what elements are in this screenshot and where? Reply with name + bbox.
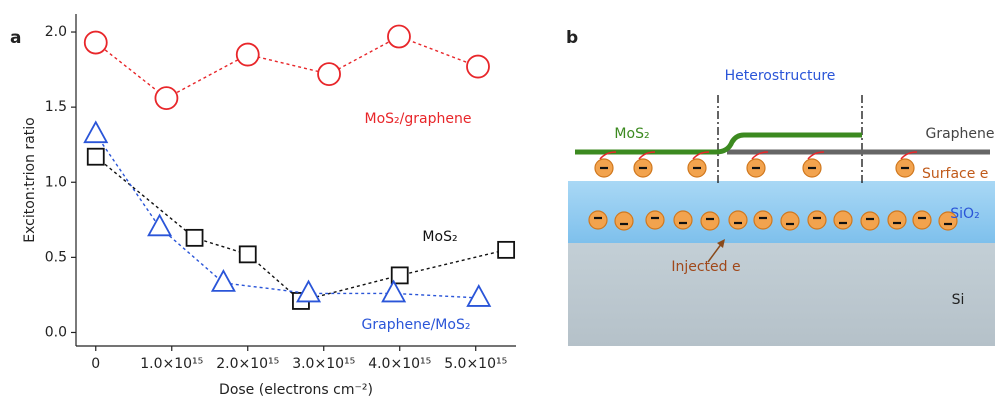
label: Heterostructure: [725, 68, 836, 84]
marker: [187, 230, 203, 246]
diagram: Heterostructure MoS₂ Graphene Surface e …: [568, 68, 995, 346]
x-tick-label: 5.0×10¹⁵: [444, 356, 507, 372]
marker: [85, 122, 107, 142]
x-tick-label: 4.0×10¹⁵: [368, 356, 431, 372]
marker: [498, 242, 514, 258]
electron: [888, 211, 906, 229]
marker: [212, 271, 234, 291]
electron: [834, 211, 852, 229]
electron: [754, 211, 772, 229]
chart: 0.0 0.5 1.0 1.5 2.0 0 1.0×10¹⁵ 2.0×10¹⁵ 3.0×10¹⁵…: [22, 14, 516, 398]
marker: [88, 149, 104, 165]
marker: [318, 63, 340, 85]
electron: [781, 212, 799, 230]
marker: [237, 44, 259, 66]
marker: [383, 281, 405, 301]
series-line: [96, 134, 479, 298]
y-tick-label: 0.5: [45, 249, 67, 265]
x-axis-label: Dose (electrons cm⁻²): [219, 382, 373, 398]
x-tick-label: 1.0×10¹⁵: [140, 356, 203, 372]
marker: [468, 286, 490, 306]
marker: [85, 32, 107, 54]
electron: [913, 211, 931, 229]
series-label: MoS₂/graphene: [365, 111, 472, 127]
label: Si: [952, 292, 965, 308]
x-tick-label: 2.0×10¹⁵: [216, 356, 279, 372]
label: Injected e: [671, 259, 740, 275]
x-tick-label: 3.0×10¹⁵: [292, 356, 355, 372]
y-tick-label: 2.0: [45, 24, 67, 40]
series-label: Graphene/MoS₂: [362, 317, 471, 333]
marker: [149, 215, 171, 235]
electron: [646, 211, 664, 229]
panel-label: b: [566, 28, 578, 48]
y-axis-label: Exciton:trion ratio: [22, 117, 38, 242]
label: SiO₂: [950, 206, 979, 222]
sio2-layer: [568, 181, 995, 243]
label: MoS₂: [614, 126, 649, 142]
label: Surface e: [922, 166, 988, 182]
electron: [701, 212, 719, 230]
electron: [589, 211, 607, 229]
figure: a b 0.0 0.5 1.0 1.5 2.0 0 1.0×10¹⁵ 2.0×10¹⁵ 3.0×…: [0, 0, 995, 403]
electron: [808, 211, 826, 229]
marker: [388, 26, 410, 48]
y-tick-label: 1.0: [45, 174, 67, 190]
si-layer: [568, 243, 995, 346]
electron: [729, 211, 747, 229]
marker: [240, 246, 256, 262]
marker: [467, 56, 489, 78]
marker: [298, 281, 320, 301]
y-tick-label: 1.5: [45, 99, 67, 115]
marker: [155, 87, 177, 109]
electron: [615, 212, 633, 230]
panel-label: a: [10, 28, 21, 48]
electron: [861, 212, 879, 230]
x-tick-label: 0: [91, 356, 100, 372]
series-label: MoS₂: [422, 229, 457, 245]
electron: [674, 211, 692, 229]
series-line: [96, 37, 478, 99]
y-tick-label: 0.0: [45, 324, 67, 340]
label: Graphene: [925, 126, 994, 142]
